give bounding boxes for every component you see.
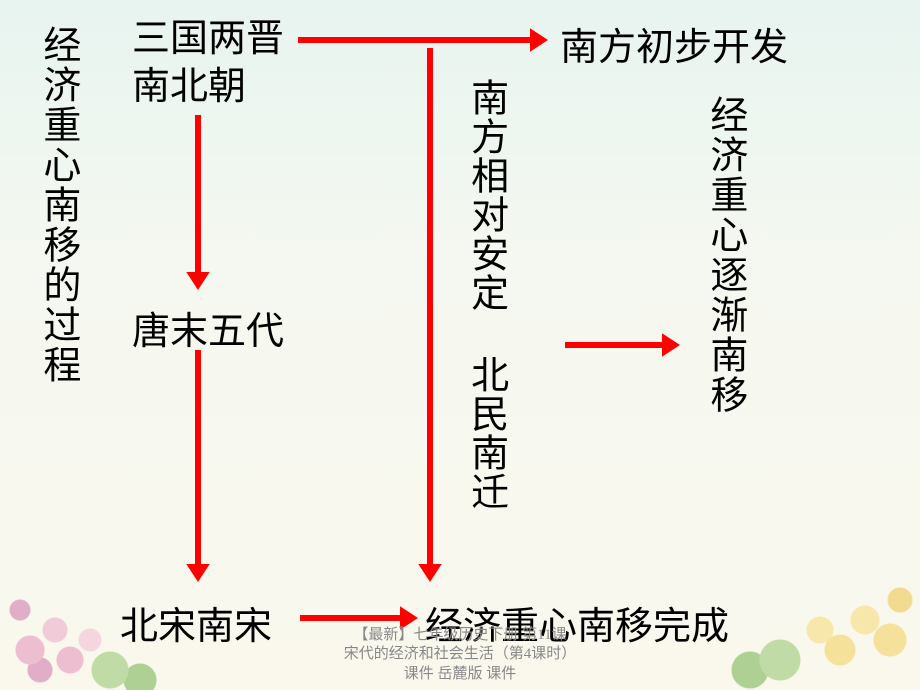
a-left2-head [186, 564, 209, 582]
a-left1-head [186, 272, 209, 290]
footer-line3: 课件 岳麓版 课件 [260, 665, 660, 685]
period-1-line2: 南北朝 [132, 64, 284, 112]
period-1-line1: 三国两晋 [132, 16, 284, 64]
period-1: 三国两晋 南北朝 [132, 16, 284, 111]
title-vertical: 经济重心南移的过程 [28, 25, 87, 385]
result-right: 经济重心逐渐南移 [695, 95, 754, 415]
a-right-head [662, 333, 680, 356]
period-2: 唐末五代 [132, 300, 284, 355]
footer-caption: 【最新】七年级历史下册 第11课 宋代的经济和社会生活（第4课时） 课件 岳麓版… [260, 626, 660, 685]
a-center-head [418, 564, 441, 582]
footer-line2: 宋代的经济和社会生活（第4课时） [260, 645, 660, 665]
a-top-head [530, 28, 548, 51]
footer-line1: 【最新】七年级历史下册 第11课 [260, 626, 660, 646]
middle-vertical: 南方相对安定 北民南迁 [462, 78, 508, 511]
period-3: 北宋南宋 [120, 595, 272, 650]
result-top: 南方初步开发 [560, 16, 788, 71]
